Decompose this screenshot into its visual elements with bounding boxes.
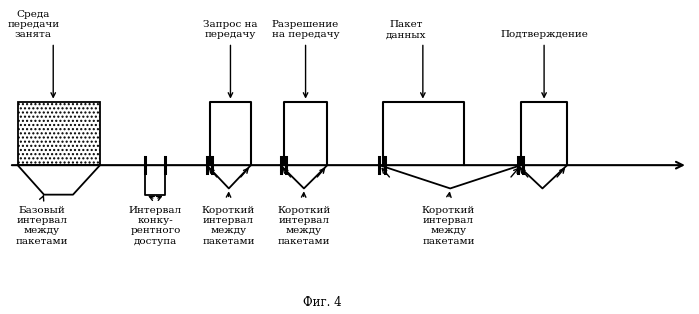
Text: Короткий
интервал
между
пакетами: Короткий интервал между пакетами xyxy=(422,205,475,246)
Text: Пакет
данных: Пакет данных xyxy=(385,20,426,40)
Text: Базовый
интервал
между
пакетами: Базовый интервал между пакетами xyxy=(16,205,69,246)
Text: Интервал
конку-
рентного
доступа: Интервал конку- рентного доступа xyxy=(129,205,182,246)
Text: Подтверждение: Подтверждение xyxy=(500,30,588,40)
Text: Разрешение
на передачу: Разрешение на передачу xyxy=(272,20,340,40)
Bar xyxy=(17,101,100,165)
Text: Фиг. 4: Фиг. 4 xyxy=(303,296,341,309)
Text: Среда
передачи
занята: Среда передачи занята xyxy=(8,10,59,40)
Text: Короткий
интервал
между
пакетами: Короткий интервал между пакетами xyxy=(277,205,330,246)
Text: Короткий
интервал
между
пакетами: Короткий интервал между пакетами xyxy=(202,205,255,246)
Text: Запрос на
передачу: Запрос на передачу xyxy=(203,20,258,40)
